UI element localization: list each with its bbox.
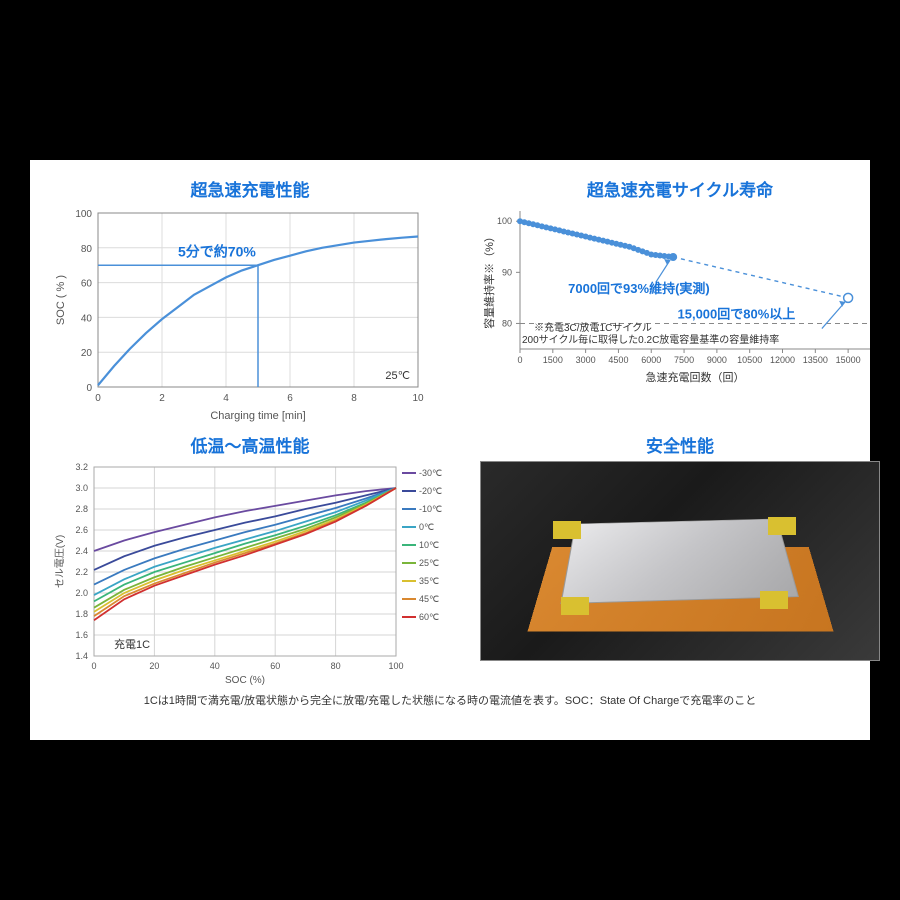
- svg-text:2.6: 2.6: [75, 525, 88, 535]
- chart2-cell: 超急速充電サイクル寿命 80 90 100 0 1500 3000 4500 6000 7500…: [480, 176, 880, 426]
- svg-text:2.0: 2.0: [75, 588, 88, 598]
- svg-text:セル電圧(V): セル電圧(V): [54, 535, 66, 588]
- svg-text:60: 60: [270, 661, 280, 671]
- svg-text:SOC (%): SOC (%): [225, 675, 265, 686]
- svg-text:80: 80: [502, 318, 512, 328]
- chart2-svg: 80 90 100 0 1500 3000 4500 6000 7500 9000 10500 120…: [480, 205, 880, 425]
- svg-text:20: 20: [149, 661, 159, 671]
- svg-text:2.4: 2.4: [75, 546, 88, 556]
- svg-text:2: 2: [159, 393, 165, 404]
- svg-text:40: 40: [210, 661, 220, 671]
- chart1-title: 超急速充電性能: [50, 176, 450, 201]
- chart1-svg: 0 20 40 60 80 100 0 2 4 6 8 10 Charging time [min] SO…: [50, 205, 430, 425]
- main-panel: 超急速充電性能 0 20 40 60 80 100 0 2 4 6 8 10 Charging time…: [30, 160, 870, 740]
- svg-text:13500: 13500: [803, 355, 828, 365]
- svg-text:0: 0: [95, 393, 101, 404]
- svg-text:10500: 10500: [737, 355, 762, 365]
- svg-text:5分で約70%: 5分で約70%: [178, 244, 256, 260]
- svg-text:9000: 9000: [707, 355, 727, 365]
- svg-text:3.2: 3.2: [75, 462, 88, 472]
- svg-text:1.8: 1.8: [75, 609, 88, 619]
- chart-grid: 超急速充電性能 0 20 40 60 80 100 0 2 4 6 8 10 Charging time…: [50, 176, 850, 686]
- svg-text:3.0: 3.0: [75, 483, 88, 493]
- svg-text:40: 40: [81, 313, 93, 324]
- svg-text:8: 8: [351, 393, 357, 404]
- svg-text:45℃: 45℃: [419, 594, 439, 604]
- svg-text:1.4: 1.4: [75, 651, 88, 661]
- svg-text:25℃: 25℃: [385, 370, 410, 382]
- svg-text:4: 4: [223, 393, 229, 404]
- svg-text:3000: 3000: [576, 355, 596, 365]
- svg-text:1.6: 1.6: [75, 630, 88, 640]
- svg-text:10: 10: [412, 393, 424, 404]
- svg-text:100: 100: [388, 661, 403, 671]
- svg-text:-20℃: -20℃: [419, 486, 442, 496]
- svg-text:7500: 7500: [674, 355, 694, 365]
- svg-text:※充電3C/放電1Cサイクル: ※充電3C/放電1Cサイクル: [534, 321, 652, 334]
- svg-text:7000回で93%維持(実測): 7000回で93%維持(実測): [568, 281, 710, 296]
- chart3-svg: 1.4 1.6 1.8 2.0 2.2 2.4 2.6 2.8 3.0 3.2 0 20 40 60 80 1…: [50, 461, 450, 686]
- svg-text:15,000回で80%以上: 15,000回で80%以上: [678, 306, 796, 321]
- svg-text:12000: 12000: [770, 355, 795, 365]
- svg-text:0: 0: [91, 661, 96, 671]
- svg-text:25℃: 25℃: [419, 558, 439, 568]
- chart2-title: 超急速充電サイクル寿命: [480, 176, 880, 201]
- chart3-cell: 低温～高温性能 1.4 1.6 1.8 2.0 2.2 2.4 2.6 2.8 3.0 3.2 0 2…: [50, 432, 450, 686]
- svg-text:100: 100: [75, 209, 92, 220]
- chart4-title: 安全性能: [480, 432, 880, 457]
- svg-text:2.8: 2.8: [75, 504, 88, 514]
- svg-text:0℃: 0℃: [419, 522, 434, 532]
- footnote: 1Cは1時間で満充電/放電状態から完全に放電/充電した状態になる時の電流値を表す…: [50, 692, 850, 708]
- svg-text:4500: 4500: [608, 355, 628, 365]
- svg-text:2.2: 2.2: [75, 567, 88, 577]
- svg-text:60℃: 60℃: [419, 612, 439, 622]
- svg-text:急速充電回数（回）: 急速充電回数（回）: [646, 370, 745, 384]
- svg-text:1500: 1500: [543, 355, 563, 365]
- svg-text:80: 80: [81, 244, 93, 255]
- svg-text:容量維持率※（%）: 容量維持率※（%）: [482, 231, 496, 329]
- svg-text:60: 60: [81, 279, 93, 290]
- svg-text:SOC ( % ): SOC ( % ): [55, 275, 67, 325]
- svg-text:15000: 15000: [836, 355, 861, 365]
- chart1-cell: 超急速充電性能 0 20 40 60 80 100 0 2 4 6 8 10 Charging time…: [50, 176, 450, 426]
- svg-text:-30℃: -30℃: [419, 468, 442, 478]
- svg-text:0: 0: [86, 383, 92, 394]
- svg-text:200サイクル毎に取得した0.2C放電容量基準の容量維持率: 200サイクル毎に取得した0.2C放電容量基準の容量維持率: [522, 333, 779, 346]
- chart4-cell: 安全性能: [480, 432, 880, 686]
- svg-text:10℃: 10℃: [419, 540, 439, 550]
- svg-text:90: 90: [502, 267, 512, 277]
- svg-text:100: 100: [497, 216, 512, 226]
- svg-text:0: 0: [517, 355, 522, 365]
- chart3-title: 低温～高温性能: [50, 432, 450, 457]
- svg-text:-10℃: -10℃: [419, 504, 442, 514]
- svg-text:Charging time [min]: Charging time [min]: [210, 410, 305, 422]
- safety-photo: [480, 461, 880, 661]
- svg-text:6000: 6000: [641, 355, 661, 365]
- svg-text:35℃: 35℃: [419, 576, 439, 586]
- svg-text:20: 20: [81, 348, 93, 359]
- svg-text:80: 80: [331, 661, 341, 671]
- svg-text:充電1C: 充電1C: [114, 637, 150, 651]
- svg-text:6: 6: [287, 393, 293, 404]
